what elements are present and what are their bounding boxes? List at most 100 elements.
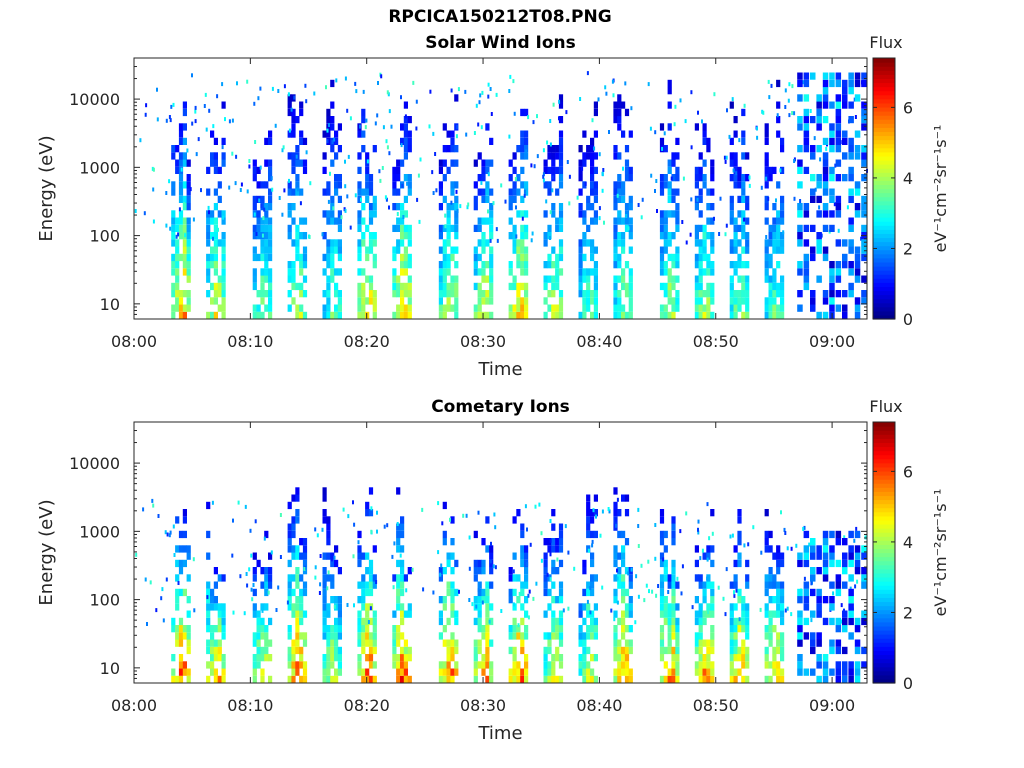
heatmap-cell (175, 297, 180, 305)
heatmap-cell (268, 174, 273, 182)
heatmap-cell (186, 596, 191, 604)
heatmap-cell (543, 239, 548, 247)
colorbar-label: eV⁻¹cm⁻²sr⁻¹s⁻¹ (931, 125, 950, 253)
heatmap-cell (337, 290, 342, 298)
heatmap-cell (264, 232, 269, 240)
heatmap-speck (342, 507, 345, 512)
heatmap-cell (287, 501, 292, 510)
heatmap-speck (591, 539, 594, 544)
heatmap-cell (326, 639, 331, 647)
heatmap-cell (508, 668, 513, 676)
heatmap-cell (524, 152, 529, 160)
heatmap-cell (829, 304, 835, 312)
heatmap-cell (446, 282, 451, 291)
heatmap-cell (586, 588, 591, 597)
heatmap-cell (698, 311, 703, 320)
heatmap-speck (673, 122, 676, 127)
heatmap-cell (780, 290, 785, 298)
heatmap-cell (481, 290, 486, 298)
heatmap-cell (702, 610, 707, 618)
heatmap-cell (210, 661, 215, 669)
heatmap-cell (854, 675, 861, 684)
heatmap-speck (168, 179, 171, 184)
heatmap-cell (473, 304, 478, 312)
heatmap-speck (165, 577, 168, 582)
heatmap-cell (481, 166, 486, 174)
heatmap-cell (822, 668, 829, 676)
heatmap-cell (221, 625, 226, 633)
heatmap-cell (368, 210, 374, 218)
heatmap-cell (624, 166, 630, 174)
heatmap-cell (848, 152, 854, 160)
heatmap-cell (442, 501, 447, 510)
heatmap-cell (516, 246, 521, 254)
heatmap-cell (621, 195, 626, 203)
heatmap-cell (302, 261, 308, 269)
heatmap-cell (446, 253, 451, 262)
heatmap-cell (776, 130, 781, 138)
heatmap-cell (558, 610, 564, 618)
heatmap-cell (675, 174, 680, 182)
heatmap-speck (607, 507, 610, 511)
heatmap-speck (145, 103, 148, 108)
heatmap-cell (520, 232, 525, 240)
heatmap-cell (663, 282, 668, 291)
heatmap-cell (175, 239, 180, 247)
heatmap-cell (551, 152, 556, 160)
x-tick-label: 08:50 (693, 332, 739, 351)
heatmap-cell (710, 545, 715, 553)
heatmap-cell (829, 188, 835, 196)
heatmap-cell (291, 275, 296, 283)
heatmap-cell (768, 530, 773, 539)
y-axis-label: Energy (eV) (36, 135, 57, 241)
heatmap-cell (555, 253, 560, 262)
heatmap-cell (330, 639, 335, 647)
heatmap-cell (372, 297, 377, 305)
heatmap-cell (733, 297, 738, 305)
heatmap-cell (252, 304, 257, 312)
heatmap-cell (822, 210, 829, 218)
heatmap-cell (171, 304, 176, 312)
heatmap-cell (628, 581, 633, 589)
heatmap-cell (797, 166, 803, 174)
heatmap-cell (729, 282, 734, 291)
heatmap-cell (543, 581, 548, 589)
heatmap-cell (365, 617, 370, 626)
heatmap-cell (372, 675, 377, 684)
heatmap-cell (268, 675, 273, 684)
heatmap-cell (213, 217, 218, 225)
heatmap-cell (710, 675, 715, 684)
heatmap-speck (586, 599, 589, 604)
heatmap-cell (706, 137, 711, 145)
heatmap-cell (797, 232, 803, 240)
heatmap-cell (558, 588, 564, 597)
heatmap-cell (733, 304, 738, 312)
heatmap-cell (264, 261, 269, 269)
heatmap-cell (446, 217, 451, 225)
heatmap-cell (613, 282, 618, 291)
heatmap-cell (835, 581, 842, 589)
heatmap-cell (213, 159, 218, 167)
heatmap-speck (504, 199, 507, 204)
heatmap-cell (221, 239, 226, 247)
heatmap-speck (211, 500, 214, 505)
heatmap-cell (671, 210, 676, 218)
heatmap-cell (667, 646, 672, 655)
colorbar-title: Flux (869, 33, 902, 52)
heatmap-cell (810, 246, 816, 254)
heatmap-cell (848, 661, 854, 669)
heatmap-cell (628, 203, 633, 211)
heatmap-cell (326, 603, 331, 611)
heatmap-cell (816, 94, 822, 102)
heatmap-cell (698, 210, 703, 218)
heatmap-cell (489, 545, 494, 553)
heatmap-cell (729, 632, 734, 640)
heatmap-cell (772, 203, 777, 211)
heatmap-cell (617, 94, 622, 102)
heatmap-cell (829, 275, 835, 283)
heatmap-cell (776, 639, 781, 647)
heatmap-cell (776, 304, 781, 312)
heatmap-cell (694, 596, 699, 604)
heatmap-cell (407, 654, 412, 662)
heatmap-speck (756, 135, 759, 140)
